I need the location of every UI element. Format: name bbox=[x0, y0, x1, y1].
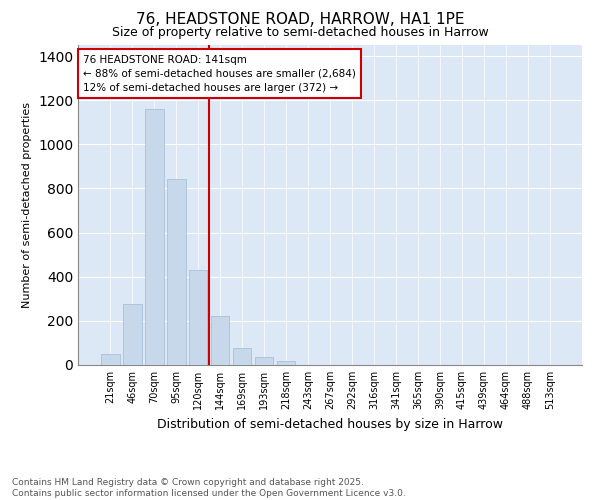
Bar bbox=[211, 316, 229, 365]
Text: Contains HM Land Registry data © Crown copyright and database right 2025.
Contai: Contains HM Land Registry data © Crown c… bbox=[12, 478, 406, 498]
Text: 76, HEADSTONE ROAD, HARROW, HA1 1PE: 76, HEADSTONE ROAD, HARROW, HA1 1PE bbox=[136, 12, 464, 28]
Bar bbox=[123, 304, 142, 365]
Bar bbox=[277, 360, 295, 365]
Bar bbox=[167, 178, 185, 365]
Bar bbox=[189, 270, 208, 365]
Bar bbox=[233, 348, 251, 365]
X-axis label: Distribution of semi-detached houses by size in Harrow: Distribution of semi-detached houses by … bbox=[157, 418, 503, 430]
Bar bbox=[101, 354, 119, 365]
Text: Size of property relative to semi-detached houses in Harrow: Size of property relative to semi-detach… bbox=[112, 26, 488, 39]
Y-axis label: Number of semi-detached properties: Number of semi-detached properties bbox=[22, 102, 32, 308]
Bar bbox=[145, 109, 164, 365]
Text: 76 HEADSTONE ROAD: 141sqm
← 88% of semi-detached houses are smaller (2,684)
12% : 76 HEADSTONE ROAD: 141sqm ← 88% of semi-… bbox=[83, 54, 356, 92]
Bar bbox=[255, 358, 274, 365]
